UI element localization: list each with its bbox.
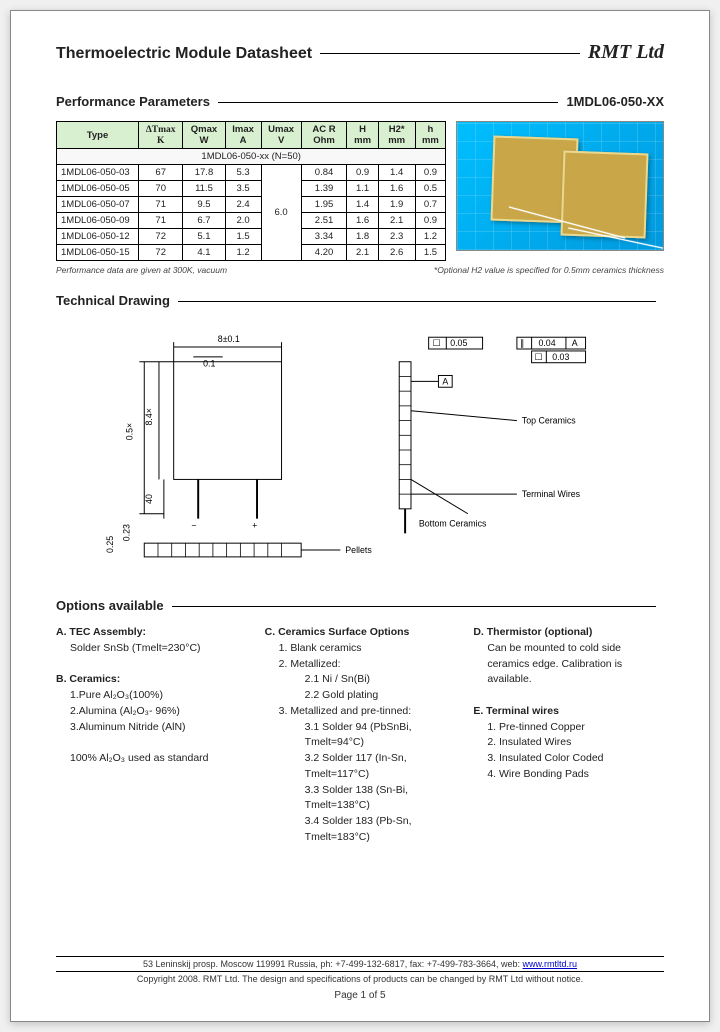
perf-table: Type ΔTmax K Qmax W Imax A Umax V AC R O… xyxy=(56,121,446,261)
opt-b-item: 2.Alumina (Al₂O₃- 96%) xyxy=(56,704,247,720)
opt-c-sub: 3.1 Solder 94 (PbSnBi, Tmelt=94°C) xyxy=(265,720,456,752)
svg-text:−: − xyxy=(191,520,196,530)
opt-b-title: B. Ceramics: xyxy=(56,672,247,688)
label-pellets: Pellets xyxy=(345,545,372,555)
options-col-ab: A. TEC Assembly: Solder SnSb (Tmelt=230°… xyxy=(56,625,247,846)
tol1: 0.05 xyxy=(450,338,467,348)
opt-a-title: A. TEC Assembly: xyxy=(56,625,247,641)
opt-c-sub: 2.2 Gold plating xyxy=(265,688,456,704)
opt-d-title: D. Thermistor (optional) xyxy=(473,625,664,641)
dim-inner-w: 0.1 xyxy=(203,359,215,369)
divider xyxy=(172,606,656,607)
dim-h-outer: 0.5× xyxy=(124,423,134,440)
table-row: 1MDL06-050-036717.85.36.00.840.91.40.9 xyxy=(57,165,446,181)
col-type: Type xyxy=(57,122,139,149)
divider xyxy=(218,102,559,103)
opt-d-text: Can be mounted to cold side ceramics edg… xyxy=(473,641,664,688)
opt-c-sub: 2.1 Ni / Sn(Bi) xyxy=(265,672,456,688)
dim-gap: 0.23 xyxy=(122,524,132,541)
label-term-wires: Terminal Wires xyxy=(522,489,581,499)
col-h: H mm xyxy=(347,122,378,149)
section-options-header: Options available xyxy=(56,598,664,613)
tol3: 0.03 xyxy=(552,352,569,362)
opt-c-item: 1. Blank ceramics xyxy=(265,641,456,657)
options-col-de: D. Thermistor (optional) Can be mounted … xyxy=(473,625,664,846)
opt-b-item: 3.Aluminum Nitride (AlN) xyxy=(56,720,247,736)
svg-text:A: A xyxy=(442,376,448,386)
dim-width: 8±0.1 xyxy=(218,334,240,344)
opt-c-title: C. Ceramics Surface Options xyxy=(265,625,456,641)
page-footer: 53 Leninskij prosp. Moscow 119991 Russia… xyxy=(56,954,664,1001)
col-dtmax: ΔTmax K xyxy=(139,122,183,149)
footer-address: 53 Leninskij prosp. Moscow 119991 Russia… xyxy=(56,959,664,969)
dim-lead: 40 xyxy=(144,494,154,504)
opt-c-sub: 3.2 Solder 117 (In-Sn, Tmelt=117°C) xyxy=(265,751,456,783)
section-title-perf: Performance Parameters xyxy=(56,94,210,109)
opt-c-item: 3. Metallized and pre-tinned: xyxy=(265,704,456,720)
svg-text:☐: ☐ xyxy=(433,338,441,348)
section-title-options: Options available xyxy=(56,598,164,613)
svg-text:+: + xyxy=(252,520,257,530)
col-qmax: Qmax W xyxy=(183,122,225,149)
chip-icon xyxy=(561,151,649,239)
tol2: 0.04 xyxy=(538,338,555,348)
col-acr: AC R Ohm xyxy=(301,122,347,149)
doc-title: Thermoelectric Module Datasheet xyxy=(56,45,312,63)
perf-subheader: 1MDL06-050-xx (N=50) xyxy=(57,149,446,165)
dim-h-inner: 8.4× xyxy=(144,408,154,425)
technical-drawing: 8±0.1 0.1 0.5× 8.4× − + 40 xyxy=(56,320,664,580)
company-name: RMT Ltd xyxy=(588,41,664,64)
opt-e-item: 1. Pre-tinned Copper xyxy=(473,720,664,736)
col-umax: Umax V xyxy=(261,122,301,149)
label-top-cer: Top Ceramics xyxy=(522,416,576,426)
divider xyxy=(178,301,656,302)
opt-e-title: E. Terminal wires xyxy=(473,704,664,720)
footnote-left: Performance data are given at 300K, vacu… xyxy=(56,265,227,275)
table-row: 1MDL06-050-12725.11.53.341.82.31.2 xyxy=(57,229,446,245)
divider xyxy=(56,956,664,957)
divider xyxy=(56,971,664,972)
page-header: Thermoelectric Module Datasheet RMT Ltd xyxy=(56,41,664,64)
label-bot-cer: Bottom Ceramics xyxy=(419,518,487,528)
section-perf-header: Performance Parameters 1MDL06-050-XX xyxy=(56,94,664,109)
svg-text:∥: ∥ xyxy=(520,338,524,348)
table-row: 1MDL06-050-07719.52.41.951.41.90.7 xyxy=(57,197,446,213)
col-hh: h mm xyxy=(415,122,446,149)
opt-b-note: 100% Al₂O₃ used as standard xyxy=(56,751,247,767)
opt-a-item: Solder SnSb (Tmelt=230°C) xyxy=(56,641,247,657)
options-col-c: C. Ceramics Surface Options 1. Blank cer… xyxy=(265,625,456,846)
footer-link[interactable]: www.rmtltd.ru xyxy=(523,959,578,969)
opt-e-item: 2. Insulated Wires xyxy=(473,735,664,751)
col-imax: Imax A xyxy=(225,122,261,149)
table-row: 1MDL06-050-09716.72.02.511.62.10.9 xyxy=(57,213,446,229)
opt-e-item: 3. Insulated Color Coded xyxy=(473,751,664,767)
product-photo xyxy=(456,121,664,251)
datasheet-page: Thermoelectric Module Datasheet RMT Ltd … xyxy=(10,10,710,1022)
table-row: 1MDL06-050-15724.11.24.202.12.61.5 xyxy=(57,245,446,261)
part-number: 1MDL06-050-XX xyxy=(566,94,664,109)
perf-footnotes: Performance data are given at 300K, vacu… xyxy=(56,265,664,275)
page-number: Page 1 of 5 xyxy=(56,990,664,1001)
section-drawing-header: Technical Drawing xyxy=(56,293,664,308)
section-title-drawing: Technical Drawing xyxy=(56,293,170,308)
footnote-right: *Optional H2 value is specified for 0.5m… xyxy=(434,265,664,275)
tolA: A xyxy=(572,338,578,348)
dim-thickness: 0.25 xyxy=(105,536,115,553)
opt-c-sub: 3.3 Solder 138 (Sn-Bi, Tmelt=138°C) xyxy=(265,783,456,815)
col-h2: H2* mm xyxy=(378,122,415,149)
footer-copyright: Copyright 2008. RMT Ltd. The design and … xyxy=(56,974,664,984)
perf-area: Type ΔTmax K Qmax W Imax A Umax V AC R O… xyxy=(56,121,664,261)
opt-b-item: 1.Pure Al₂O₃(100%) xyxy=(56,688,247,704)
opt-c-item: 2. Metallized: xyxy=(265,657,456,673)
table-row: 1MDL06-050-057011.53.51.391.11.60.5 xyxy=(57,181,446,197)
opt-e-item: 4. Wire Bonding Pads xyxy=(473,767,664,783)
divider xyxy=(320,53,580,54)
options-grid: A. TEC Assembly: Solder SnSb (Tmelt=230°… xyxy=(56,625,664,846)
svg-text:☐: ☐ xyxy=(535,352,543,362)
opt-c-sub: 3.4 Solder 183 (Pb-Sn, Tmelt=183°C) xyxy=(265,814,456,846)
